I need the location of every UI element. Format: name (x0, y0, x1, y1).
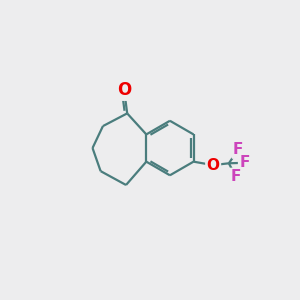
Text: O: O (207, 158, 220, 172)
Text: F: F (233, 142, 243, 158)
Text: F: F (231, 169, 241, 184)
Text: O: O (117, 81, 131, 99)
Text: F: F (239, 155, 250, 170)
